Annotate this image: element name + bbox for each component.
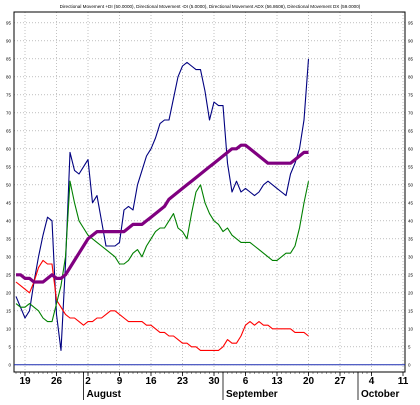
grid-layer: [14, 12, 405, 372]
y-tick-label-left: 25: [6, 272, 12, 277]
y-tick-label-left: 75: [6, 92, 12, 97]
y-tick-label-left: 10: [6, 326, 12, 331]
y-tick-label-left: 30: [6, 254, 12, 259]
y-tick-label-right: 60: [408, 146, 414, 151]
y-tick-label-left: 50: [6, 182, 12, 187]
y-tick-label-right: 15: [408, 308, 414, 313]
x-tick-label: 16: [145, 376, 157, 387]
x-axis: 19 26 2 9 16 23 30 6 13 20 27 4 11 August September Oct…: [15, 372, 409, 402]
x-tick-label: 13: [271, 376, 283, 387]
y-tick-label-right: 40: [408, 218, 414, 223]
y-tick-label-right: 70: [408, 110, 414, 115]
y-tick-label-left: 85: [6, 56, 12, 61]
y-tick-label-left: 80: [6, 74, 12, 79]
y-tick-label-left: 65: [6, 128, 12, 133]
y-tick-label-right: 20: [408, 290, 414, 295]
y-tick-label-right: 25: [408, 272, 414, 277]
adx-line: [16, 143, 309, 284]
y-tick-label-right: 5: [408, 344, 411, 349]
y-tick-label-left: 15: [6, 308, 12, 313]
y-tick-label-left: 95: [6, 20, 12, 25]
y-tick-label-left: 70: [6, 110, 12, 115]
y-tick-label-right: 65: [408, 128, 414, 133]
x-tick-label: 11: [398, 376, 409, 387]
y-tick-label-right: 90: [408, 38, 414, 43]
x-tick-label: 20: [303, 376, 315, 387]
y-tick-label-left: 20: [6, 290, 12, 295]
x-tick-label: 30: [208, 376, 220, 387]
y-tick-label-right: 75: [408, 92, 414, 97]
y-tick-label-left: 5: [8, 344, 11, 349]
x-tick-label: 4: [369, 376, 375, 387]
y-tick-label-right: 0: [408, 362, 411, 367]
month-label: August: [87, 389, 122, 400]
y-tick-label-right: 35: [408, 236, 414, 241]
y-tick-label-right: 80: [408, 74, 414, 79]
x-tick-label: 23: [177, 376, 189, 387]
y-tick-label-left: 60: [6, 146, 12, 151]
x-tick-label: 2: [85, 376, 91, 387]
y-tick-label-right: 50: [408, 182, 414, 187]
y-tick-label-right: 10: [408, 326, 414, 331]
chart-title: Directional Movement +DI (50.0000), Dire…: [60, 4, 361, 9]
month-label: September: [226, 389, 278, 400]
y-tick-label-left: 90: [6, 38, 12, 43]
y-tick-label-right: 55: [408, 164, 414, 169]
y-tick-label-right: 85: [408, 56, 414, 61]
y-tick-label-left: 35: [6, 236, 12, 241]
x-tick-label: 26: [51, 376, 63, 387]
y-tick-label-left: 0: [8, 362, 11, 367]
plus-di-line: [15, 58, 310, 351]
y-tick-label-right: 45: [408, 200, 414, 205]
x-tick-label: 6: [243, 376, 249, 387]
series-layer: [15, 58, 310, 351]
x-tick-label: 27: [334, 376, 346, 387]
y-tick-label-left: 55: [6, 164, 12, 169]
y-tick-label-left: 40: [6, 218, 12, 223]
x-tick-label: 19: [19, 376, 31, 387]
y-tick-label-left: 45: [6, 200, 12, 205]
month-label: October: [361, 389, 399, 400]
x-tick-label: 9: [117, 376, 123, 387]
y-tick-label-right: 30: [408, 254, 414, 259]
minus-di-line: [15, 259, 309, 351]
dx-line: [15, 180, 310, 323]
y-tick-label-right: 95: [408, 20, 414, 25]
